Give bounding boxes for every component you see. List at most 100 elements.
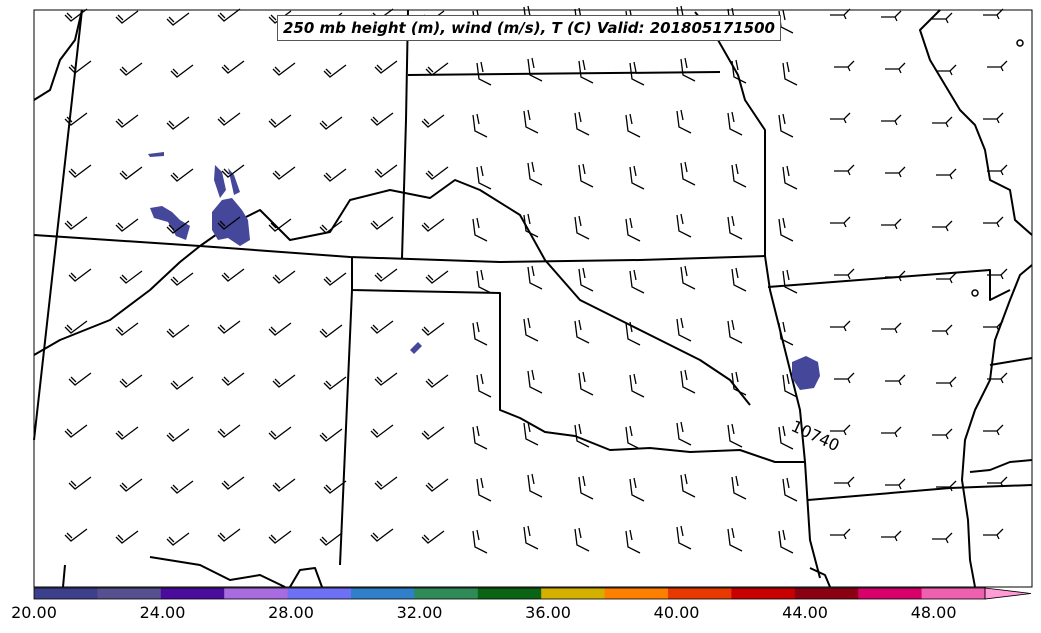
wind-barb xyxy=(217,424,241,438)
wind-barbs xyxy=(64,5,1008,554)
wind-barb xyxy=(421,322,445,336)
wind-barb xyxy=(881,530,902,542)
wind-barb xyxy=(727,527,743,552)
wind-barb xyxy=(676,109,692,134)
wind-barb xyxy=(523,317,539,342)
wind-barb xyxy=(370,424,394,438)
colorbar-swatch xyxy=(160,588,225,599)
wind-barb xyxy=(472,113,488,138)
wind-barb xyxy=(578,267,594,292)
wind-barb xyxy=(527,265,543,290)
wind-barb xyxy=(778,113,794,138)
colorbar-tick-label: 44.00 xyxy=(782,603,828,622)
wind-barb xyxy=(370,216,394,230)
wind-barb xyxy=(936,376,957,388)
wind-barb xyxy=(676,213,692,238)
wind-barb xyxy=(166,324,190,338)
wind-barb xyxy=(68,476,92,490)
wind-barb xyxy=(778,529,794,554)
wind-barb xyxy=(68,268,92,282)
wind-barb xyxy=(472,321,488,346)
colorbar-tick-label: 36.00 xyxy=(525,603,571,622)
wind-barb xyxy=(527,161,543,186)
wind-barb xyxy=(319,532,343,546)
wind-barb xyxy=(523,109,539,134)
wind-barb xyxy=(374,60,398,74)
state-boundaries xyxy=(33,9,1033,588)
wind-barb xyxy=(527,473,543,498)
wind-barb xyxy=(374,476,398,490)
temperature-shading xyxy=(148,152,820,390)
wind-barb xyxy=(983,8,1004,20)
wind-barb xyxy=(523,421,539,446)
wind-barb xyxy=(119,374,143,388)
wind-barb xyxy=(268,218,292,232)
wind-barb xyxy=(629,269,645,294)
wind-barb xyxy=(830,112,851,124)
lake-marker xyxy=(971,289,979,297)
colorbar-extend-arrow xyxy=(984,587,1032,600)
wind-barb xyxy=(731,163,747,188)
wind-barb xyxy=(476,373,492,398)
wind-barb xyxy=(323,272,347,286)
wind-barb xyxy=(885,166,906,178)
wind-barb xyxy=(170,168,194,182)
wind-barb xyxy=(578,163,594,188)
wind-barb xyxy=(374,372,398,386)
wind-barb xyxy=(782,269,798,294)
wind-barb xyxy=(885,62,906,74)
wind-barb xyxy=(680,57,696,82)
wind-barb xyxy=(115,114,139,128)
wind-barb xyxy=(731,475,747,500)
colorbar-tick-label: 48.00 xyxy=(910,603,957,622)
wind-barb xyxy=(834,476,855,488)
wind-barb xyxy=(119,478,143,492)
wind-barb xyxy=(727,319,743,344)
colorbar-swatch xyxy=(351,588,415,599)
wind-barb xyxy=(166,220,190,234)
wind-barb xyxy=(625,113,641,138)
wind-barb xyxy=(323,168,347,182)
wind-barb xyxy=(932,532,953,544)
wind-barb xyxy=(374,268,398,282)
wind-barb xyxy=(64,528,88,542)
wind-barb xyxy=(731,267,747,292)
wind-barb xyxy=(778,425,794,450)
wind-barb xyxy=(170,376,194,390)
wind-barb xyxy=(319,220,343,234)
colorbar-swatch xyxy=(794,588,859,599)
wind-barb xyxy=(881,322,902,334)
wind-barb xyxy=(166,12,190,26)
wind-barb xyxy=(676,421,692,446)
wind-barb xyxy=(932,12,953,24)
wind-barb xyxy=(64,216,88,230)
wind-barb xyxy=(778,321,794,346)
wind-barb xyxy=(425,374,449,388)
wind-barb xyxy=(217,528,241,542)
wind-barb xyxy=(676,317,692,342)
wind-barb xyxy=(578,475,594,500)
colorbar-swatch xyxy=(224,588,289,599)
wind-barb xyxy=(64,320,88,334)
wind-barb xyxy=(625,425,641,450)
wind-barb xyxy=(830,8,851,20)
wind-barb xyxy=(574,111,590,136)
wind-barb xyxy=(983,320,1004,332)
wind-barb xyxy=(64,8,88,22)
wind-barb xyxy=(221,60,245,74)
wind-barb xyxy=(221,372,245,386)
wind-barb xyxy=(319,324,343,338)
wind-barb xyxy=(421,218,445,232)
wind-barb xyxy=(119,166,143,180)
wind-barb xyxy=(987,268,1008,280)
wind-barb xyxy=(217,112,241,126)
wind-barb xyxy=(115,10,139,24)
wind-barb xyxy=(115,218,139,232)
wind-barb xyxy=(629,61,645,86)
wind-barb xyxy=(987,60,1008,72)
wind-barb xyxy=(782,61,798,86)
wind-barb xyxy=(830,216,851,228)
wind-barb xyxy=(472,529,488,554)
wind-barb xyxy=(727,423,743,448)
